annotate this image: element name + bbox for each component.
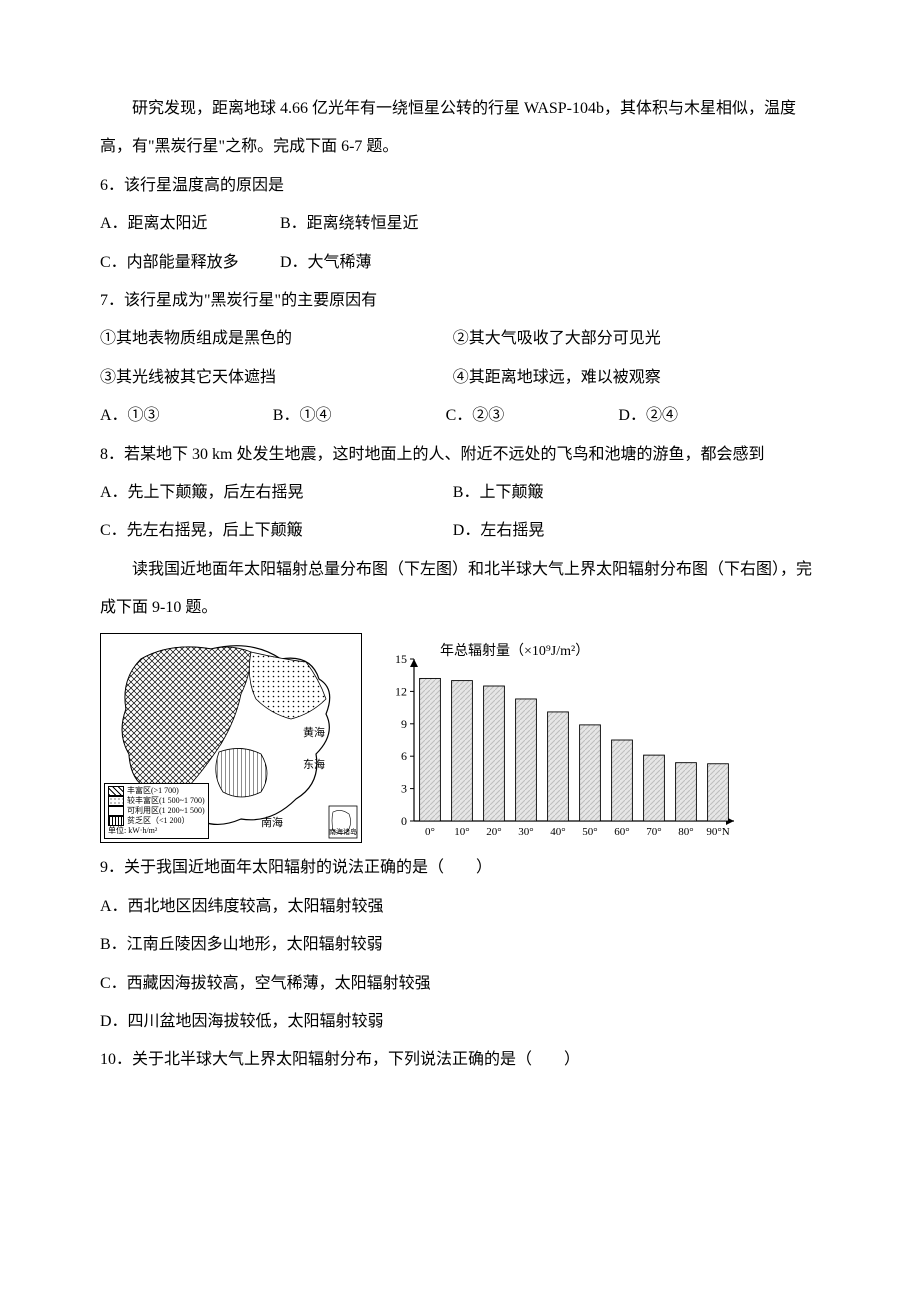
intro-910: 读我国近地面年太阳辐射总量分布图（下左图）和北半球大气上界太阳辐射分布图（下右图… [100,551,820,628]
q10-stem: 10．关于北半球大气上界太阳辐射分布，下列说法正确的是（ ） [100,1041,820,1079]
q7-opt-c: C．②③ [446,397,619,435]
svg-text:40°: 40° [550,826,565,838]
q7-sub1: ①其地表物质组成是黑色的 [100,320,453,358]
q9-stem: 9．关于我国近地面年太阳辐射的说法正确的是（ ） [100,849,820,887]
q6-opts-cd: C．内部能量释放多D．大气稀薄 [100,244,820,282]
q7-opts: A．①③B．①④C．②③D．②④ [100,397,820,435]
q8-opts-ab: A．先上下颠簸，后左右摇晃B．上下颠簸 [100,474,820,512]
q6-opt-a: A．距离太阳近 [100,205,280,243]
svg-text:50°: 50° [582,826,597,838]
svg-text:3: 3 [401,782,407,796]
q7-opt-a: A．①③ [100,397,273,435]
svg-text:70°: 70° [646,826,661,838]
legend-l4: 贫乏区（<1 200） [127,816,190,826]
legend-l3: 可利用区(1 200~1 500) [127,806,205,816]
svg-text:15: 15 [395,652,407,666]
map-legend: 丰富区(>1 700) 较丰富区(1 500~1 700) 可利用区(1 200… [104,783,209,839]
q7-stem: 7．该行星成为"黑炭行星"的主要原因有 [100,282,820,320]
q7-sub34: ③其光线被其它天体遮挡④其距离地球远，难以被观察 [100,359,820,397]
exam-page: 研究发现，距离地球 4.66 亿光年有一绕恒星公转的行星 WASP-104b，其… [0,0,920,1140]
q9-opt-c: C．西藏因海拔较高，空气稀薄，太阳辐射较强 [100,965,820,1003]
q9-opt-b: B．江南丘陵因多山地形，太阳辐射较弱 [100,926,820,964]
legend-l2: 较丰富区(1 500~1 700) [127,796,205,806]
q8-stem: 8．若某地下 30 km 处发生地震，这时地面上的人、附近不远处的飞鸟和池塘的游… [100,436,820,474]
radiation-bar-chart: 年总辐射量（×10⁹J/m²） 0 3 6 9 12 15 0° 10° 20° 30° 40° 50… [380,635,740,843]
china-map: 黄海 东海 南海 南海诸岛 丰富区(>1 700) 较丰富区(1 500~1 7… [100,633,362,843]
q7-sub2: ②其大气吸收了大部分可见光 [453,320,806,358]
label-south-sea: 南海 [261,810,283,836]
svg-text:12: 12 [395,685,407,699]
label-east-sea: 东海 [303,752,325,778]
q6-opt-d: D．大气稀薄 [280,254,372,271]
svg-text:90°N: 90°N [706,826,729,838]
legend-l1: 丰富区(>1 700) [127,786,179,796]
intro-67: 研究发现，距离地球 4.66 亿光年有一绕恒星公转的行星 WASP-104b，其… [100,90,820,167]
q8-opt-b: B．上下颠簸 [453,474,806,512]
chart-title: 年总辐射量（×10⁹J/m²） [440,635,589,669]
q8-opt-a: A．先上下颠簸，后左右摇晃 [100,474,453,512]
svg-text:60°: 60° [614,826,629,838]
legend-unit: 单位: kW·h/m² [108,826,205,836]
svg-text:0°: 0° [425,826,435,838]
q6-opts-ab: A．距离太阳近B．距离绕转恒星近 [100,205,820,243]
q9-opt-d: D．四川盆地因海拔较低，太阳辐射较弱 [100,1003,820,1041]
svg-text:0: 0 [401,814,407,828]
q7-sub4: ④其距离地球远，难以被观察 [453,359,806,397]
label-islands: 南海诸岛 [329,824,357,841]
q7-sub12: ①其地表物质组成是黑色的②其大气吸收了大部分可见光 [100,320,820,358]
q6-opt-c: C．内部能量释放多 [100,244,280,282]
svg-text:80°: 80° [678,826,693,838]
q7-sub3: ③其光线被其它天体遮挡 [100,359,453,397]
q8-opts-cd: C．先左右摇晃，后上下颠簸D．左右摇晃 [100,512,820,550]
q6-opt-b: B．距离绕转恒星近 [280,215,419,232]
svg-text:10°: 10° [454,826,469,838]
svg-text:20°: 20° [486,826,501,838]
q6-stem: 6．该行星温度高的原因是 [100,167,820,205]
svg-text:9: 9 [401,717,407,731]
q8-opt-c: C．先左右摇晃，后上下颠簸 [100,512,453,550]
figures-row: 黄海 东海 南海 南海诸岛 丰富区(>1 700) 较丰富区(1 500~1 7… [100,633,820,843]
q7-opt-b: B．①④ [273,397,446,435]
svg-text:6: 6 [401,750,407,764]
q8-opt-d: D．左右摇晃 [453,512,806,550]
label-yellow-sea: 黄海 [303,720,325,746]
q9-opt-a: A．西北地区因纬度较高，太阳辐射较强 [100,888,820,926]
q7-opt-d: D．②④ [618,397,791,435]
svg-text:30°: 30° [518,826,533,838]
